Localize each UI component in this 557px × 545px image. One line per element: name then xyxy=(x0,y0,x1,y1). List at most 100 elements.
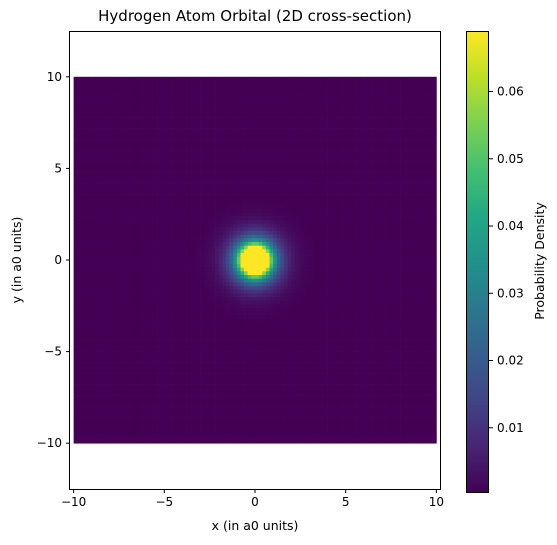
heatmap-cell xyxy=(222,289,227,294)
heatmap-cell xyxy=(418,351,423,356)
heatmap-cell xyxy=(349,303,354,308)
heatmap-cell xyxy=(106,388,111,393)
heatmap-cell xyxy=(342,435,347,440)
heatmap-cell xyxy=(338,388,343,393)
heatmap-cell xyxy=(131,329,136,334)
heatmap-cell xyxy=(240,428,245,433)
heatmap-cell xyxy=(84,406,89,411)
heatmap-cell xyxy=(142,377,147,382)
heatmap-cell xyxy=(218,336,223,341)
heatmap-cell xyxy=(432,300,437,305)
heatmap-cell xyxy=(291,391,296,396)
heatmap-cell xyxy=(153,311,158,316)
heatmap-cell xyxy=(109,377,114,382)
heatmap-cell xyxy=(84,260,89,265)
heatmap-cell xyxy=(244,351,249,356)
heatmap-cell xyxy=(255,311,259,316)
heatmap-cell xyxy=(389,289,394,294)
heatmap-cell xyxy=(135,300,140,305)
heatmap-cell xyxy=(262,267,267,272)
heatmap-cell xyxy=(302,417,307,422)
heatmap-cell xyxy=(392,384,397,389)
heatmap-cell xyxy=(200,413,205,418)
heatmap-cell xyxy=(149,421,154,426)
heatmap-cell xyxy=(99,270,103,275)
heatmap-cell xyxy=(338,439,343,444)
heatmap-cell xyxy=(131,322,136,327)
heatmap-cell xyxy=(233,263,238,268)
heatmap-cell xyxy=(186,413,191,418)
heatmap-cell xyxy=(236,362,241,367)
heatmap-cell xyxy=(131,303,136,308)
heatmap-cell xyxy=(95,406,100,411)
heatmap-cell xyxy=(363,281,368,286)
heatmap-cell xyxy=(432,325,437,330)
heatmap-cell xyxy=(323,373,328,378)
heatmap-cell xyxy=(204,395,209,400)
heatmap-cell xyxy=(182,355,187,360)
heatmap-cell xyxy=(389,384,394,389)
heatmap-cell xyxy=(429,340,434,345)
heatmap-cell xyxy=(138,336,143,341)
heatmap-cell xyxy=(338,325,343,330)
heatmap-cell xyxy=(280,366,285,371)
heatmap-cell xyxy=(196,307,201,312)
heatmap-cell xyxy=(410,380,415,385)
heatmap-cell xyxy=(320,358,325,363)
heatmap-cell xyxy=(363,402,368,407)
heatmap-cell xyxy=(247,292,252,297)
heatmap-cell xyxy=(255,362,259,367)
heatmap-cell xyxy=(146,424,151,429)
heatmap-cell xyxy=(204,314,209,319)
heatmap-cell xyxy=(291,303,296,308)
heatmap-cell xyxy=(349,333,354,338)
heatmap-cell xyxy=(284,435,288,440)
heatmap-cell xyxy=(95,395,100,400)
heatmap-cell xyxy=(400,410,405,415)
heatmap-cell xyxy=(392,333,397,338)
heatmap-cell xyxy=(284,351,288,356)
heatmap-cell xyxy=(77,380,82,385)
heatmap-cell xyxy=(80,336,85,341)
heatmap-cell xyxy=(131,406,136,411)
heatmap-cell xyxy=(117,336,122,341)
heatmap-cell xyxy=(167,358,172,363)
heatmap-cell xyxy=(229,318,234,323)
heatmap-cell xyxy=(128,417,133,422)
heatmap-cell xyxy=(153,344,158,349)
heatmap-cell xyxy=(356,424,361,429)
heatmap-cell xyxy=(334,369,339,374)
heatmap-cell xyxy=(298,260,303,265)
heatmap-cell xyxy=(414,435,419,440)
heatmap-cell xyxy=(313,395,318,400)
heatmap-cell xyxy=(160,369,165,374)
heatmap-cell xyxy=(178,333,183,338)
heatmap-cell xyxy=(193,424,198,429)
heatmap-cell xyxy=(251,267,256,272)
heatmap-cell xyxy=(269,399,274,404)
heatmap-cell xyxy=(135,406,140,411)
heatmap-cell xyxy=(284,369,288,374)
heatmap-cell xyxy=(284,399,288,404)
heatmap-cell xyxy=(320,347,325,352)
heatmap-cell xyxy=(342,391,347,396)
heatmap-cell xyxy=(244,391,249,396)
heatmap-cell xyxy=(153,358,158,363)
heatmap-cell xyxy=(153,421,158,426)
heatmap-cell xyxy=(211,303,216,308)
heatmap-cell xyxy=(356,388,361,393)
heatmap-cell xyxy=(178,314,183,319)
heatmap-cell xyxy=(117,402,122,407)
heatmap-cell xyxy=(142,278,147,283)
heatmap-cell xyxy=(356,355,361,360)
heatmap-cell xyxy=(345,377,350,382)
heatmap-cell xyxy=(171,347,176,352)
heatmap-cell xyxy=(385,292,390,297)
heatmap-cell xyxy=(407,322,412,327)
heatmap-cell xyxy=(280,351,285,356)
heatmap-cell xyxy=(244,366,249,371)
heatmap-cell xyxy=(265,260,270,265)
heatmap-cell xyxy=(381,380,386,385)
heatmap-cell xyxy=(207,373,212,378)
heatmap-cell xyxy=(280,406,285,411)
